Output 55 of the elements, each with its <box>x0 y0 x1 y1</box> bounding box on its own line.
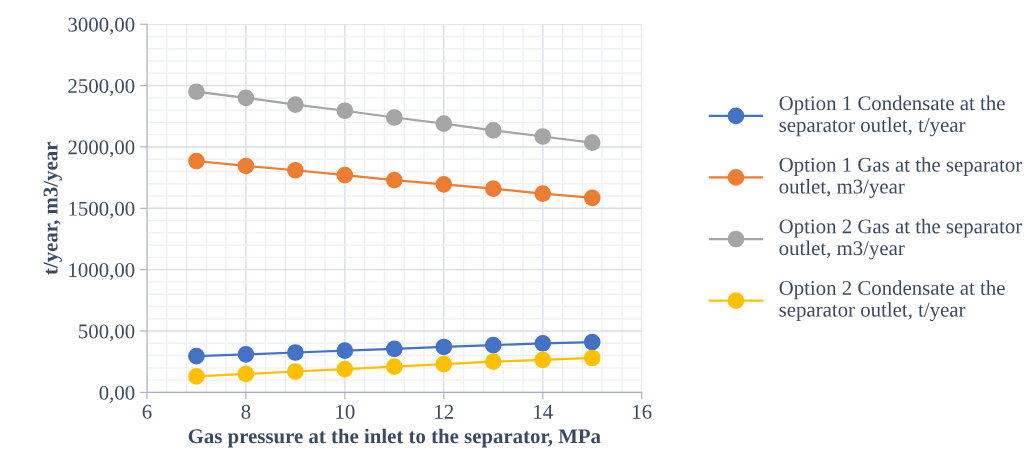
point <box>287 363 304 380</box>
x-tick-label: 12 <box>435 404 454 419</box>
point <box>386 358 403 375</box>
point <box>188 347 205 365</box>
point <box>534 334 552 352</box>
point <box>237 89 255 107</box>
y-tick-label: 1000,00 <box>69 263 135 281</box>
y-tick-label: 3000,00 <box>68 17 135 35</box>
legend-label: Option 2 Gas at the separator outlet, m3/year <box>779 218 1023 260</box>
x-axis-title: Gas pressure at the inlet to the separator, MPa <box>188 428 601 448</box>
point <box>287 161 304 179</box>
x-tick-label: 16 <box>633 404 652 419</box>
point <box>534 351 552 369</box>
x-tick-label: 8 <box>241 404 251 419</box>
y-axis-title: t/year, m3/year <box>43 142 62 275</box>
point <box>237 365 255 383</box>
point <box>534 185 552 202</box>
legend-label: Option 2 Condensate at the separator outlet, t/year <box>779 280 1005 322</box>
point <box>583 189 601 207</box>
point <box>237 157 255 175</box>
point <box>583 134 601 151</box>
y-tick-label: 2000,00 <box>68 140 135 158</box>
point <box>435 115 453 132</box>
point <box>435 338 453 356</box>
point <box>336 166 354 184</box>
point <box>484 122 502 139</box>
point <box>188 152 205 170</box>
point <box>188 83 205 101</box>
x-tick-label: 10 <box>336 404 355 419</box>
point <box>188 368 205 385</box>
point <box>386 171 403 189</box>
point <box>386 340 403 358</box>
point <box>336 360 354 378</box>
point <box>287 96 304 113</box>
x-tick-label: 14 <box>534 404 553 419</box>
point <box>534 128 552 145</box>
legend-label: Option 1 Condensate at the separator outlet, t/year <box>779 95 1005 137</box>
y-tick-label: 1500,00 <box>69 201 135 219</box>
point <box>484 336 502 354</box>
y-tick-label: 500,00 <box>79 324 135 342</box>
point <box>435 355 453 373</box>
y-tick-label: 2500,00 <box>68 78 135 97</box>
legend-label: Option 1 Gas at the separator outlet, m3/year <box>779 157 1023 198</box>
point <box>583 333 601 351</box>
point <box>386 109 403 126</box>
point <box>336 342 354 359</box>
point <box>237 345 255 363</box>
y-tick-label: 0,00 <box>99 385 135 403</box>
point <box>583 349 601 367</box>
point <box>435 176 453 193</box>
point <box>484 353 502 371</box>
point <box>287 344 304 361</box>
point <box>336 102 354 120</box>
x-tick-label: 6 <box>142 404 152 419</box>
point <box>484 180 502 198</box>
